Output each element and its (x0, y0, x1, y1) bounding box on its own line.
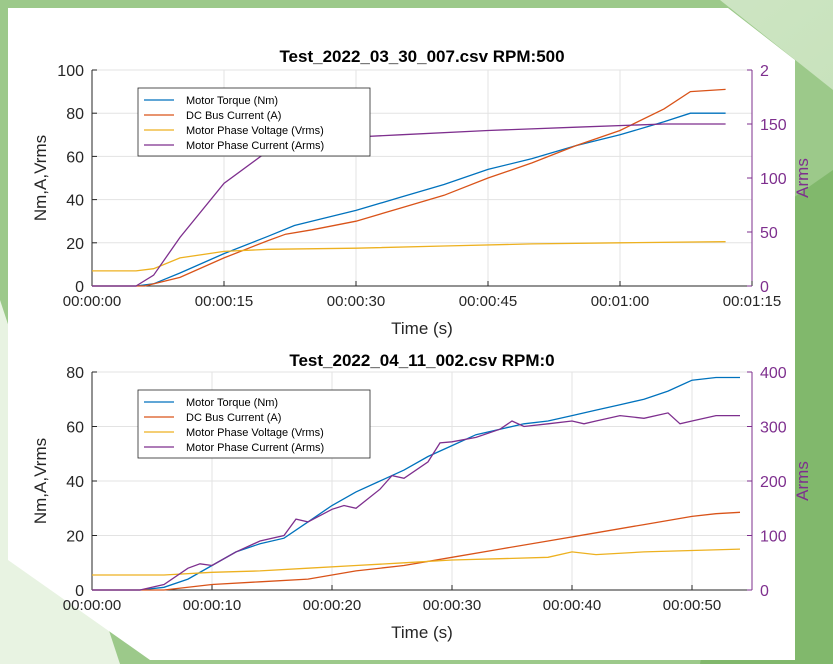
legend-label: Motor Phase Current (Arms) (186, 140, 324, 152)
chart-title: Test_2022_04_11_002.csv RPM:0 (289, 351, 554, 370)
y2-tick-label: 2 (760, 63, 769, 80)
x-tick-label: 00:00:00 (63, 597, 121, 614)
x-tick-label: 00:00:40 (543, 597, 601, 614)
legend-box (137, 389, 371, 459)
y-tick-label: 80 (66, 106, 84, 123)
y-axis-label: Nm,A,Vrms (31, 135, 50, 221)
x-tick-label: 00:00:50 (663, 597, 721, 614)
x-axis-label: Time (s) (391, 319, 453, 338)
y-tick-label: 20 (66, 236, 84, 253)
series-line-2 (92, 88, 726, 287)
y2-axis-label: Arms (793, 461, 812, 501)
legend-label: Motor Torque (Nm) (186, 95, 278, 107)
legend-label: Motor Phase Voltage (Vrms) (186, 125, 324, 137)
chart-2: 00:00:00 00:00:10 00:00:20 00:00:30 00:00:40… (31, 351, 812, 642)
series-line-3 (92, 548, 741, 576)
chart-1: 00:00:00 00:00:15 00:00:30 00:00:45 00:01:00… (31, 47, 812, 338)
legend-label: DC Bus Current (A) (186, 412, 281, 424)
y2-tick-label: 0 (760, 583, 769, 600)
legend-label: Motor Torque (Nm) (186, 397, 278, 409)
chart-title: Test_2022_03_30_007.csv RPM:500 (279, 47, 564, 66)
series-line-1 (92, 112, 726, 287)
series-line-3 (92, 241, 726, 272)
x-axis-label: Time (s) (391, 623, 453, 642)
y2-tick-label: 100 (760, 171, 787, 188)
x-tick-label: 00:00:30 (423, 597, 481, 614)
x-tick-label: 00:00:45 (459, 293, 517, 310)
legend-box (137, 87, 371, 157)
legend: Motor Torque (Nm) DC Bus Current (A) Motor… (137, 389, 371, 459)
y-tick-label: 0 (75, 279, 84, 296)
x-tick-label: 00:00:00 (63, 293, 121, 310)
y2-tick-label: 200 (760, 474, 787, 491)
legend-label: DC Bus Current (A) (186, 110, 281, 122)
y2-tick-label: 100 (760, 529, 787, 546)
y-tick-label: 60 (66, 149, 84, 166)
series-line-4 (92, 412, 740, 591)
y2-tick-label: 0 (760, 279, 769, 296)
x-tick-label: 00:00:30 (327, 293, 385, 310)
y-axis-label: Nm,A,Vrms (31, 438, 50, 524)
x-tick-label: 00:01:00 (591, 293, 649, 310)
x-tick-label: 00:00:20 (303, 597, 361, 614)
y2-axis-label: Arms (793, 158, 812, 198)
legend: Motor Torque (Nm) DC Bus Current (A) Motor… (137, 87, 371, 157)
y2-tick-label: 300 (760, 420, 787, 437)
y2-tick-label: 400 (760, 365, 787, 382)
legend-label: Motor Phase Current (Arms) (186, 442, 324, 454)
legend-label: Motor Phase Voltage (Vrms) (186, 427, 324, 439)
y-tick-label: 40 (66, 474, 84, 491)
y-tick-label: 80 (66, 365, 84, 382)
x-tick-label: 00:01:15 (723, 293, 781, 310)
y-tick-label: 0 (75, 583, 84, 600)
y-tick-label: 20 (66, 529, 84, 546)
series-line-2 (92, 511, 741, 591)
x-tick-label: 00:00:15 (195, 293, 253, 310)
y-tick-label: 100 (57, 63, 84, 80)
y2-tick-label: 50 (760, 225, 778, 242)
y-tick-label: 40 (66, 193, 84, 210)
y-tick-label: 60 (66, 420, 84, 437)
x-tick-label: 00:00:10 (183, 597, 241, 614)
y2-tick-label: 150 (760, 117, 787, 134)
